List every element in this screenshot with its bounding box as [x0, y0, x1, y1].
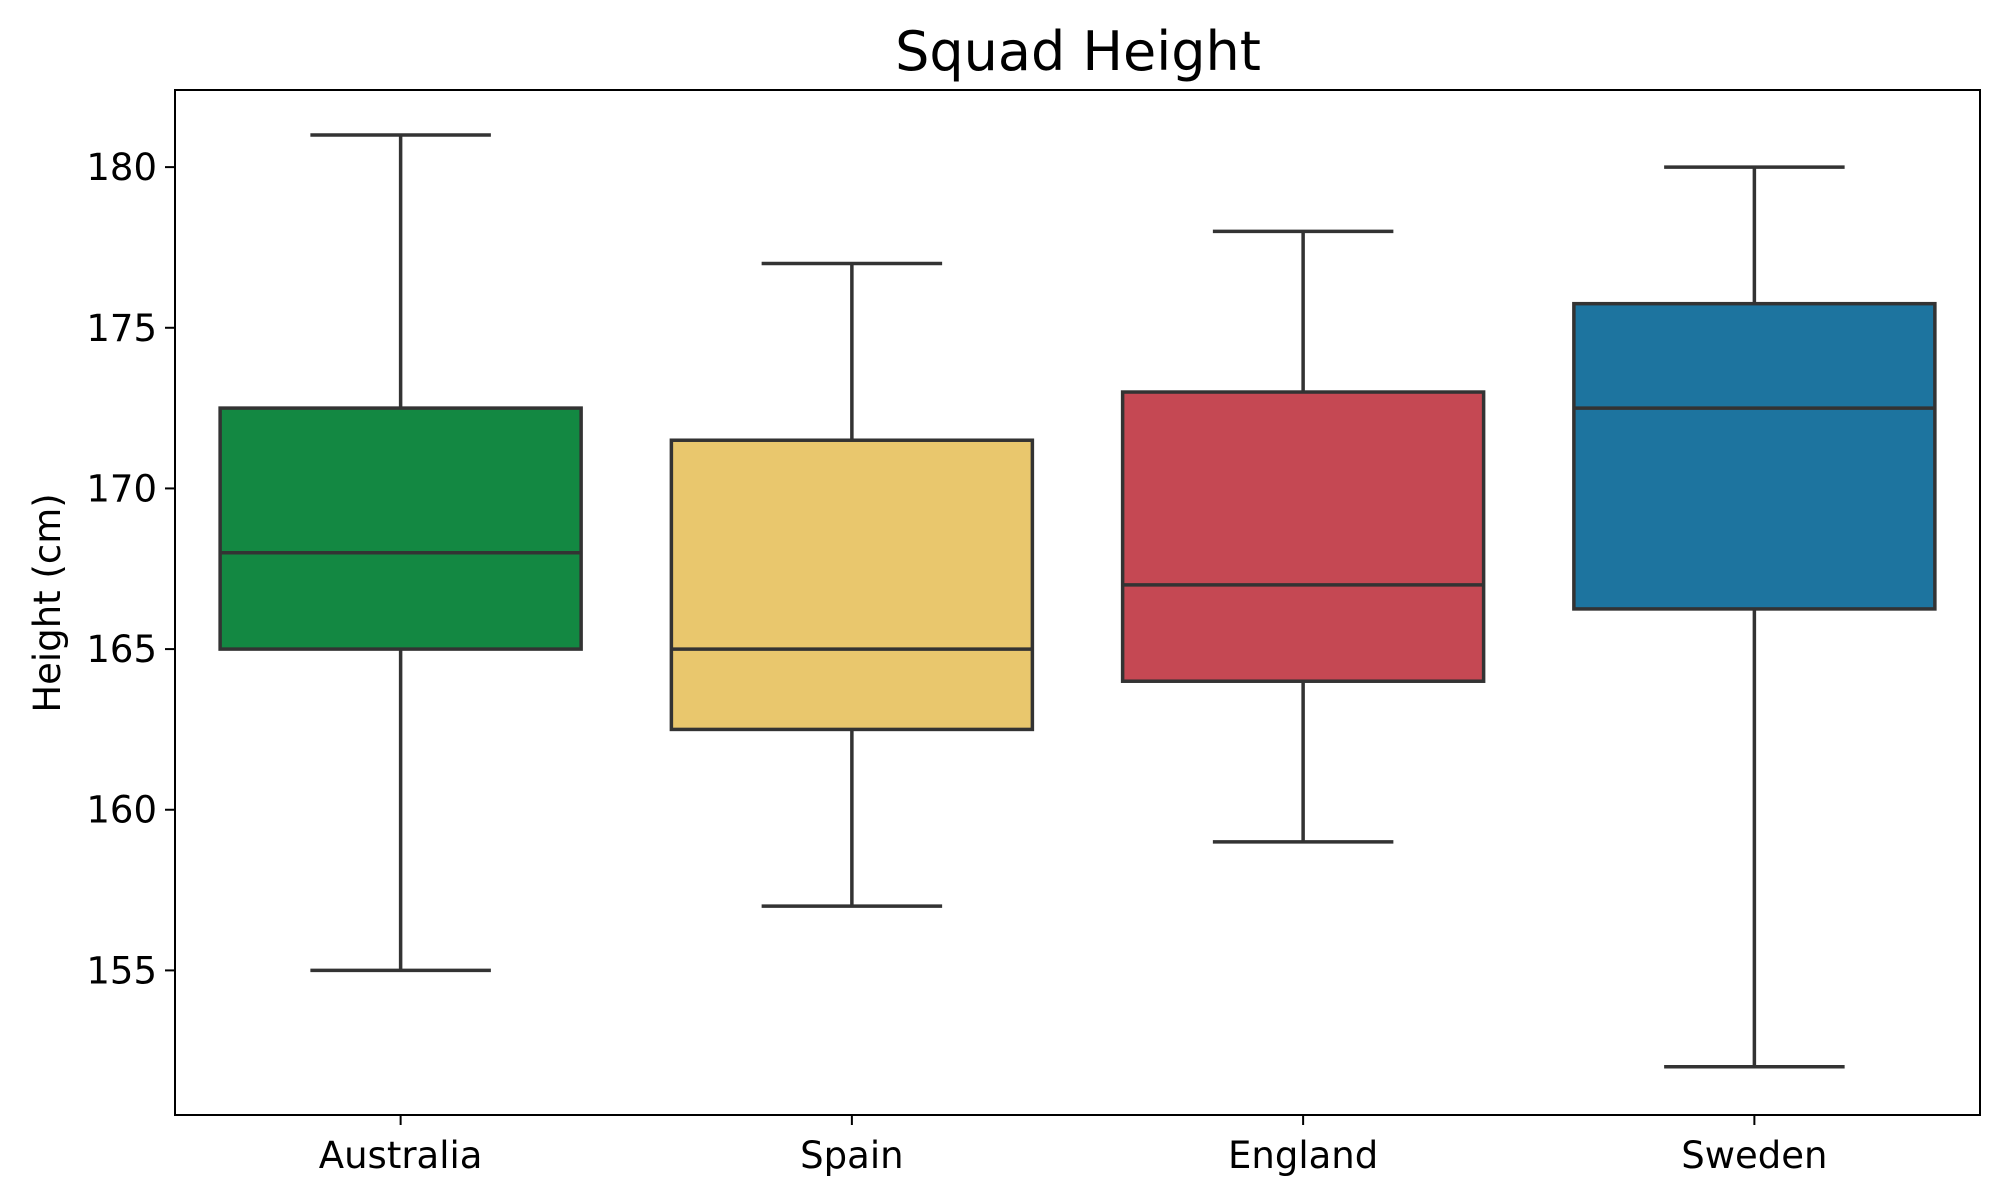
y-tick-label: 155 — [86, 949, 157, 992]
y-axis-ticks: 155 160 165 170 175 180 — [86, 146, 175, 992]
y-tick-label: 175 — [86, 307, 157, 350]
x-tick-label: Spain — [800, 1134, 903, 1177]
box-australia — [218, 406, 583, 651]
box-group-sweden — [1572, 165, 1937, 1069]
y-tick: 175 — [86, 307, 175, 350]
y-tick-label: 170 — [86, 467, 157, 510]
box-spain — [669, 438, 1035, 732]
x-axis-ticks: Australia Spain England Sweden — [319, 1115, 1827, 1177]
x-tick-label: England — [1228, 1134, 1378, 1177]
y-tick: 170 — [86, 467, 175, 510]
y-tick: 160 — [86, 789, 175, 832]
box-england — [1120, 390, 1486, 683]
x-tick: England — [1228, 1115, 1378, 1177]
x-tick-label: Sweden — [1681, 1134, 1827, 1177]
chart-title: Squad Height — [895, 20, 1261, 83]
plot-area-frame — [174, 89, 1981, 1116]
x-tick: Australia — [319, 1115, 483, 1177]
y-tick-label: 180 — [86, 146, 157, 189]
x-tick: Sweden — [1681, 1115, 1827, 1177]
box-group-spain — [669, 261, 1035, 908]
x-tick: Spain — [800, 1115, 904, 1177]
y-tick-label: 160 — [86, 789, 157, 832]
box-group-england — [1120, 229, 1486, 844]
boxes-layer — [218, 133, 1937, 1069]
y-tick: 180 — [86, 146, 175, 189]
x-tick-label: Australia — [319, 1134, 483, 1177]
box-sweden — [1572, 301, 1937, 611]
y-tick: 165 — [86, 628, 175, 671]
y-axis-label: Height (cm) — [26, 493, 69, 712]
y-tick-label: 165 — [86, 628, 157, 671]
y-tick: 155 — [86, 949, 175, 992]
box-group-australia — [218, 133, 583, 973]
